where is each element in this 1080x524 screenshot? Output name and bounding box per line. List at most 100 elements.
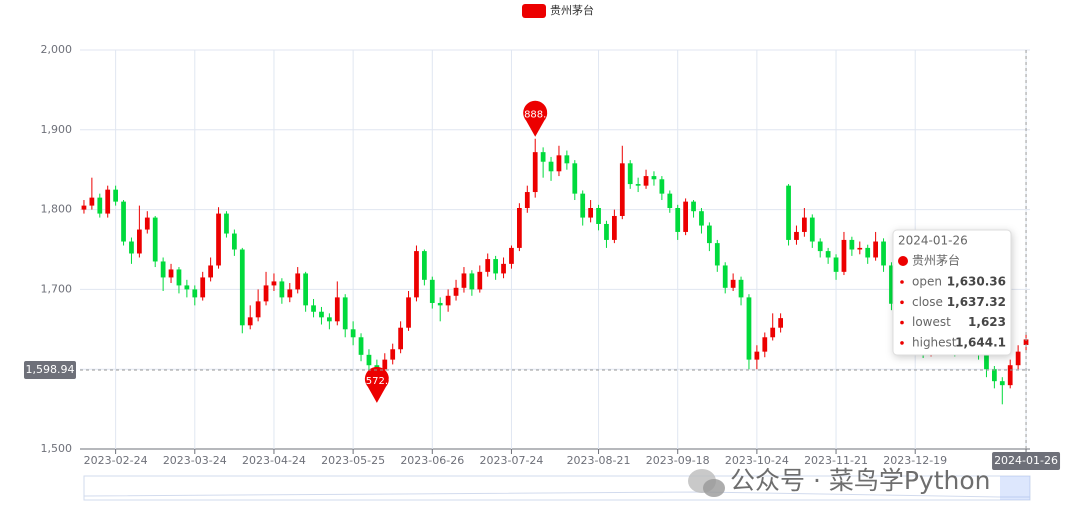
tooltip: 2024-01-26 贵州茅台 open 1,630.36 close 1,637.32 l… bbox=[892, 229, 1012, 356]
candle-body bbox=[699, 211, 704, 226]
candle-body bbox=[477, 271, 483, 290]
candle-body bbox=[271, 281, 277, 286]
tooltip-bullet bbox=[900, 320, 904, 325]
tooltip-item-name: highest bbox=[912, 335, 957, 349]
candle-body bbox=[263, 285, 269, 302]
x-tick-label: 2023-02-24 bbox=[84, 454, 148, 467]
candle-body bbox=[754, 351, 760, 360]
tooltip-series: 贵州茅台 bbox=[912, 253, 960, 268]
tooltip-bullet bbox=[900, 300, 904, 305]
candle-body bbox=[667, 193, 673, 209]
candle-body bbox=[342, 297, 348, 330]
watermark-icon bbox=[703, 479, 725, 497]
candle-body bbox=[97, 197, 103, 214]
candle-body bbox=[778, 318, 783, 328]
y-tick-label: 2,000 bbox=[41, 43, 73, 56]
candle-body bbox=[81, 205, 87, 210]
candle-body bbox=[350, 329, 356, 338]
candle-body bbox=[580, 193, 586, 218]
zoom-window[interactable] bbox=[1000, 476, 1030, 500]
candle-body bbox=[232, 233, 237, 250]
candle-body bbox=[786, 185, 791, 240]
zoom-slider[interactable] bbox=[83, 475, 1031, 501]
candle-body bbox=[802, 217, 807, 232]
candle-body bbox=[659, 179, 665, 194]
y-tick-label: 1,900 bbox=[41, 123, 73, 136]
candle-body bbox=[809, 217, 815, 242]
candle-body bbox=[548, 161, 554, 172]
candle-body bbox=[691, 201, 696, 212]
candle-body bbox=[524, 192, 530, 209]
candle-body bbox=[509, 247, 514, 264]
legend-swatch bbox=[522, 4, 546, 18]
candle-body bbox=[889, 265, 894, 304]
tooltip-item-value: 1,644.1 bbox=[955, 335, 1006, 349]
candle-body bbox=[635, 184, 641, 186]
candle-body bbox=[152, 217, 158, 262]
tooltip-box bbox=[892, 229, 1012, 356]
tooltip-bullet bbox=[900, 280, 904, 284]
y-tick-label: 1,700 bbox=[41, 282, 73, 295]
candle-body bbox=[857, 247, 863, 250]
candle-body bbox=[160, 261, 166, 278]
candle-body bbox=[461, 273, 467, 288]
candle-body bbox=[137, 229, 142, 254]
candle-body bbox=[1015, 351, 1021, 366]
candle-body bbox=[327, 317, 332, 322]
candle-body bbox=[144, 217, 150, 230]
candle-body bbox=[619, 163, 625, 216]
x-tick-label: 2023-06-26 bbox=[400, 454, 464, 467]
candle-body bbox=[722, 265, 728, 288]
candle-body bbox=[825, 251, 831, 258]
tooltip-bullet bbox=[900, 341, 904, 345]
candle-body bbox=[176, 269, 182, 286]
candle-body bbox=[746, 297, 752, 360]
x-tick-label: 2023-05-25 bbox=[321, 454, 385, 467]
candle-body bbox=[239, 249, 245, 326]
candle-body bbox=[612, 215, 617, 240]
candle-body bbox=[398, 327, 403, 350]
candle-body bbox=[168, 269, 174, 278]
candle-body bbox=[849, 239, 855, 250]
candle-body bbox=[501, 263, 506, 274]
x-tick-label: 2023-10-24 bbox=[725, 454, 789, 467]
candle-body bbox=[865, 247, 871, 258]
candle-body bbox=[999, 381, 1005, 386]
x-tick-label: 2023-04-24 bbox=[242, 454, 306, 467]
legend-label: 贵州茅台 bbox=[550, 3, 594, 17]
candle-body bbox=[208, 265, 213, 278]
candle-body bbox=[833, 257, 839, 272]
candle-body bbox=[881, 241, 886, 266]
candle-body bbox=[841, 239, 847, 272]
x-tick-label: 2023-09-18 bbox=[646, 454, 710, 467]
axis-pointer-label: 2024-01-26 bbox=[994, 454, 1058, 467]
axis-pointer-box bbox=[992, 452, 1061, 470]
y-tick-label: 1,500 bbox=[41, 442, 73, 455]
candle-body bbox=[485, 259, 491, 272]
tooltip-item-name: close bbox=[912, 295, 943, 309]
candle-body bbox=[224, 213, 229, 234]
candle-body bbox=[406, 297, 411, 328]
candle-body bbox=[422, 251, 427, 280]
x-tick-label: 2023-12-19 bbox=[883, 454, 947, 467]
candle-body bbox=[651, 176, 657, 180]
mark-pin bbox=[364, 366, 389, 403]
candle-body bbox=[873, 241, 878, 258]
candle-body bbox=[643, 176, 649, 186]
axis-pointer-box bbox=[24, 361, 76, 380]
candle-body bbox=[311, 305, 316, 312]
tooltip-item-value: 1,637.32 bbox=[947, 295, 1006, 309]
mark-point: 1572.9 bbox=[359, 366, 394, 403]
candle-body bbox=[707, 225, 712, 244]
candle-body bbox=[627, 163, 633, 185]
candle-body bbox=[184, 285, 190, 290]
tooltip-item-value: 1,623 bbox=[968, 315, 1006, 329]
candle-body bbox=[469, 273, 475, 290]
candle-body bbox=[794, 231, 799, 240]
tooltip-item-name: open bbox=[912, 275, 942, 289]
candle-body bbox=[247, 317, 253, 326]
mark-pin bbox=[523, 100, 548, 137]
candle-body bbox=[572, 163, 578, 194]
candle-body bbox=[287, 289, 293, 298]
